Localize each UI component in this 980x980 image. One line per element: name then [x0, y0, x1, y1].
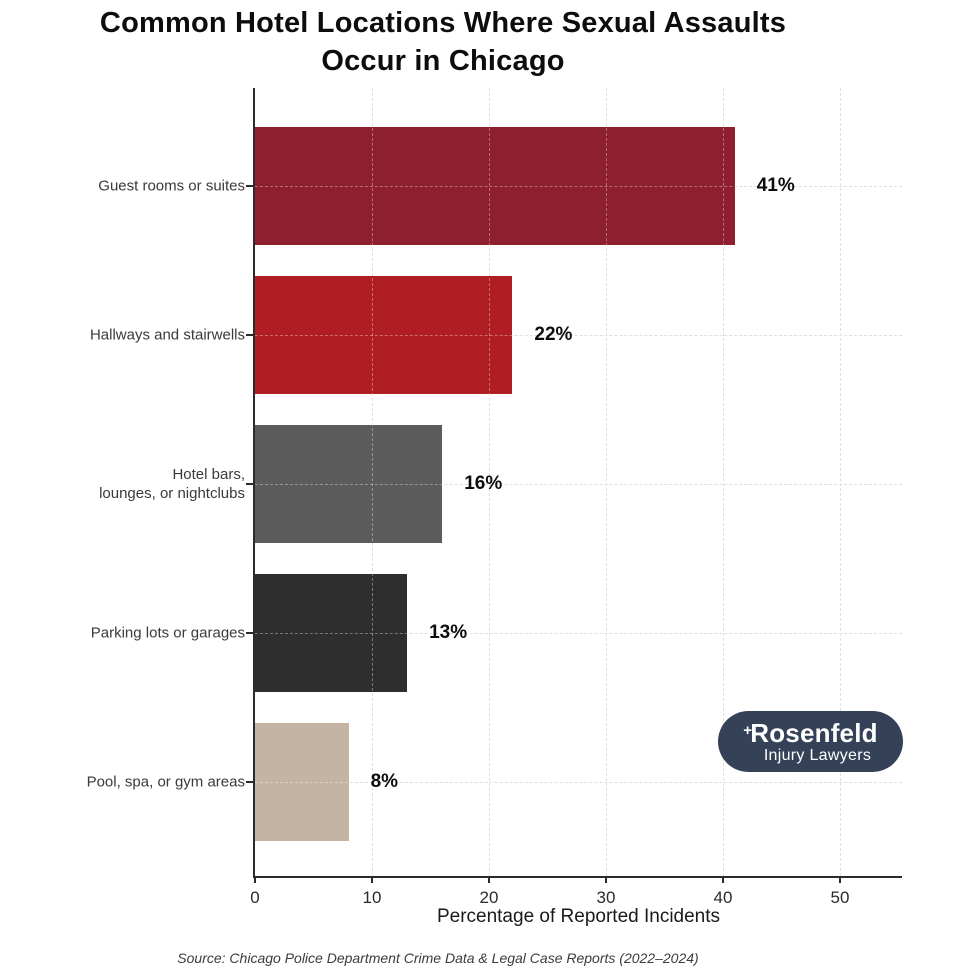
category-label: Hotel bars, lounges, or nightclubs [0, 465, 245, 503]
x-tick-label: 50 [830, 888, 850, 907]
bar [255, 723, 349, 841]
bar-value-label: 22% [534, 324, 573, 345]
vertical-gridline [840, 88, 841, 876]
y-tick-mark [246, 632, 253, 634]
x-tick-mark [722, 876, 724, 883]
horizontal-gridline [255, 633, 902, 634]
x-tick-label: 20 [479, 888, 499, 907]
horizontal-gridline [255, 484, 902, 485]
x-tick-mark [371, 876, 373, 883]
logo-name: Rosenfeld [750, 717, 878, 748]
rosenfeld-logo: + Rosenfeld Injury Lawyers [718, 711, 903, 772]
logo-tagline: Injury Lawyers [763, 746, 872, 764]
vertical-gridline [606, 88, 607, 876]
bar-value-label: 16% [464, 473, 503, 494]
category-label: Guest rooms or suites [0, 177, 245, 196]
horizontal-gridline [255, 335, 902, 336]
x-tick-mark [605, 876, 607, 883]
vertical-gridline [489, 88, 490, 876]
horizontal-gridline [255, 335, 902, 336]
chart-title-line1: Common Hotel Locations Where Sexual Assa… [99, 7, 787, 39]
x-axis-label: Percentage of Reported Incidents [436, 906, 721, 927]
horizontal-gridline [255, 782, 902, 783]
category-label-line: Hotel bars, [172, 466, 245, 483]
horizontal-gridline [255, 186, 902, 187]
horizontal-gridline [255, 633, 902, 634]
bar-value-label: 41% [756, 175, 795, 196]
vertical-gridline [372, 88, 373, 876]
category-label-line: Hallways and stairwells [89, 326, 245, 344]
logo-wordmark: + Rosenfeld [743, 720, 877, 746]
bar [255, 425, 443, 543]
y-tick-mark [246, 781, 253, 783]
horizontal-gridline [255, 782, 902, 783]
category-label: Pool, spa, or gym areas [0, 773, 245, 792]
category-label: Hallways and stairwells [0, 326, 245, 345]
x-tick-label: 40 [713, 888, 733, 907]
y-tick-mark [246, 185, 253, 187]
x-tick-mark [488, 876, 490, 883]
bar [255, 127, 735, 245]
category-label-line: Parking lots or garages [90, 624, 245, 642]
plot-area: Percentage of Reported Incidents 0 10 20 30… [246, 88, 902, 927]
category-label-line: lounges, or nightclubs [99, 485, 245, 502]
vertical-gridline [723, 88, 724, 876]
x-tick-label: 30 [596, 888, 616, 907]
horizontal-gridline [255, 484, 902, 485]
x-tick-mark [254, 876, 256, 883]
bar [255, 574, 408, 692]
category-label: Parking lots or garages [0, 624, 245, 643]
vertical-gridline [840, 88, 841, 876]
x-tick-label: 0 [250, 888, 260, 907]
chart-title: Common Hotel Locations Where Sexual Assa… [0, 4, 886, 80]
bar-value-label: 8% [370, 771, 399, 792]
vertical-gridline [606, 88, 607, 876]
bar [255, 276, 513, 394]
chart-title-line2: Occur in Chicago [321, 45, 565, 77]
y-tick-mark [246, 334, 253, 336]
plus-icon: + [743, 721, 753, 739]
vertical-gridline [489, 88, 490, 876]
category-label-line: Guest rooms or suites [98, 177, 245, 195]
vertical-gridline [723, 88, 724, 876]
y-tick-mark [246, 483, 253, 485]
x-tick-label: 10 [362, 888, 382, 907]
bar-value-label: 13% [429, 622, 468, 643]
source-note: Source: Chicago Police Department Crime … [177, 950, 699, 966]
category-label-line: Pool, spa, or gym areas [86, 773, 245, 791]
x-tick-mark [839, 876, 841, 883]
